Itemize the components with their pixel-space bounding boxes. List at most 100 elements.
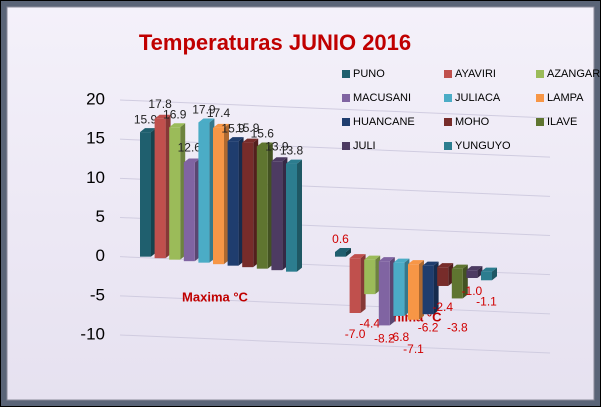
bar-face xyxy=(466,266,483,271)
bar-face xyxy=(140,132,151,257)
bar-face xyxy=(408,264,419,320)
bar-face xyxy=(154,114,171,119)
bar-face xyxy=(393,258,410,263)
legend-swatch xyxy=(444,118,452,126)
legend-label: JULIACA xyxy=(455,92,501,104)
y-tick-label: 15 xyxy=(86,129,105,148)
bar-face xyxy=(198,118,215,123)
category-label: Maxima °C xyxy=(182,289,249,304)
bar-face xyxy=(140,128,156,133)
bar xyxy=(408,260,424,320)
bar-face xyxy=(256,146,268,269)
bar-face xyxy=(349,258,361,313)
bar-face xyxy=(271,157,288,162)
data-label: 15.9 xyxy=(221,121,245,135)
data-label: -2.4 xyxy=(432,300,453,314)
bar-face xyxy=(242,142,254,268)
data-label: -6.8 xyxy=(389,330,410,344)
chart-title: Temperaturas JUNIO 2016 xyxy=(139,30,411,55)
bar-face xyxy=(169,123,186,128)
bar-face xyxy=(364,255,381,260)
y-tick-label: 0 xyxy=(96,246,105,265)
y-tick-label: 5 xyxy=(96,207,105,226)
bar-face xyxy=(335,251,346,257)
data-label: -8.2 xyxy=(374,332,395,346)
bar-face xyxy=(169,127,181,260)
bar-face xyxy=(256,142,273,147)
legend-label: ILAVE xyxy=(547,116,577,128)
bar-face xyxy=(227,137,244,142)
data-label: 15.9 xyxy=(236,121,260,135)
legend-label: LAMPA xyxy=(547,92,584,104)
bar-face xyxy=(213,123,229,128)
bar-face xyxy=(364,259,376,295)
bar-face xyxy=(481,267,497,272)
legend-swatch xyxy=(342,118,350,126)
bar-face xyxy=(286,159,302,164)
bar-face xyxy=(466,270,478,278)
bar-face xyxy=(378,257,395,262)
bar-face xyxy=(477,266,483,278)
data-label: 17.4 xyxy=(207,106,231,120)
legend-label: MOHO xyxy=(455,116,490,128)
bar xyxy=(349,254,366,313)
legend-label: JULI xyxy=(353,140,376,152)
bar-face xyxy=(349,254,366,259)
data-label: -1.0 xyxy=(462,284,483,298)
bar xyxy=(271,157,288,271)
data-label: -1.1 xyxy=(476,294,497,308)
legend-swatch xyxy=(536,70,544,78)
grid-line xyxy=(119,99,551,119)
data-label: 0.6 xyxy=(332,232,349,246)
bar-face xyxy=(242,138,259,143)
bar-face xyxy=(393,262,405,316)
bar-face xyxy=(271,161,283,271)
grid-line xyxy=(119,295,551,315)
legend-swatch xyxy=(444,142,452,150)
bar-face xyxy=(422,261,439,266)
data-label: -7.0 xyxy=(345,327,366,341)
bar xyxy=(227,137,244,266)
bar xyxy=(364,255,381,295)
data-label: 17.9 xyxy=(192,103,216,117)
bar-face xyxy=(198,122,210,263)
bar-face xyxy=(481,271,492,281)
bar-face xyxy=(437,263,454,268)
bar-face xyxy=(335,247,351,252)
bar xyxy=(393,258,410,316)
y-tick-label: -5 xyxy=(90,285,105,304)
data-label: 12.6 xyxy=(178,141,202,155)
data-label: 16.9 xyxy=(163,107,187,121)
data-label: 17.8 xyxy=(148,97,172,111)
bar-face xyxy=(297,159,302,272)
bar xyxy=(437,263,454,286)
data-label: 13.8 xyxy=(280,144,304,158)
bar xyxy=(242,138,259,268)
bar-face xyxy=(346,247,351,257)
legend-label: PUNO xyxy=(353,68,385,80)
grid-line xyxy=(119,138,551,158)
bar xyxy=(256,142,273,269)
data-label: 15.9 xyxy=(134,112,158,126)
bar-face xyxy=(451,264,468,269)
legend-label: HUANCANE xyxy=(353,116,415,128)
data-label: 13.9 xyxy=(265,139,289,153)
bar xyxy=(154,114,171,259)
legend-label: AYAVIRI xyxy=(455,68,496,80)
bar-face xyxy=(492,267,497,281)
y-tick-label: -10 xyxy=(80,324,105,343)
bar-face xyxy=(408,260,424,265)
legend-swatch xyxy=(342,94,350,102)
data-label: -7.1 xyxy=(403,342,424,356)
legend-swatch xyxy=(342,70,350,78)
legend-swatch xyxy=(536,94,544,102)
y-tick-label: 10 xyxy=(86,168,105,187)
data-label: 15.6 xyxy=(251,127,275,141)
data-label: -4.4 xyxy=(359,316,380,330)
bar-face xyxy=(451,268,463,299)
bar xyxy=(213,123,229,265)
bar xyxy=(286,159,302,272)
bar-face xyxy=(422,265,434,315)
bar-face xyxy=(154,118,166,259)
legend-swatch xyxy=(444,70,452,78)
